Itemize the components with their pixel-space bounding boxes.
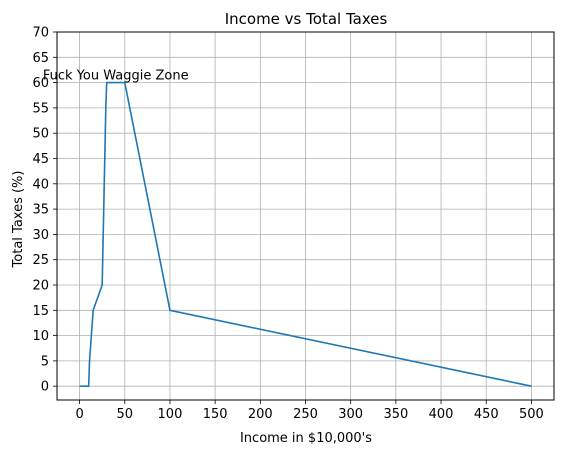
annotation-label-0: Fuck You Waggie Zone (43, 69, 189, 84)
x-tick-label: 400 (429, 407, 454, 422)
y-tick-label: 50 (32, 127, 49, 142)
y-tick-label: 35 (32, 203, 49, 218)
y-tick-label: 10 (32, 329, 49, 344)
y-tick-label: 5 (41, 354, 49, 369)
x-tick-label: 100 (158, 407, 183, 422)
y-tick-label: 30 (32, 228, 49, 243)
x-tick-label: 250 (293, 407, 318, 422)
x-axis-label: Income in $10,000's (240, 431, 372, 446)
y-tick-label: 0 (41, 380, 49, 395)
y-tick-label: 25 (32, 253, 49, 268)
series-layer (79, 81, 532, 387)
y-tick-label: 20 (32, 278, 49, 293)
x-tick-label: 500 (519, 407, 544, 422)
x-tick-label: 450 (474, 407, 499, 422)
x-tick-label: 200 (248, 407, 273, 422)
x-tick-label: 300 (338, 407, 363, 422)
x-tick-label: 50 (116, 407, 133, 422)
x-tick-label: 150 (203, 407, 228, 422)
y-tick-label: 40 (32, 177, 49, 192)
y-tick-label: 60 (32, 76, 49, 91)
y-tick-label: 70 (32, 26, 49, 41)
y-tick-label: 15 (32, 304, 49, 319)
x-axis-ticks: 0 50 100 150 200 250 300 350 400 450 500 (75, 400, 544, 422)
x-tick-label: 350 (383, 407, 408, 422)
y-tick-label: 65 (32, 51, 49, 66)
y-tick-label: 55 (32, 101, 49, 116)
annotation-layer: Fuck You Waggie Zone (43, 69, 189, 84)
y-axis-ticks: 0 5 10 15 20 25 30 35 40 45 50 55 60 65 70 (32, 26, 57, 395)
y-tick-label: 45 (32, 152, 49, 167)
series-line-0 (79, 81, 532, 387)
chart-title: Income vs Total Taxes (225, 10, 388, 28)
y-axis-label: Total Taxes (%) (11, 171, 26, 269)
x-tick-label: 0 (75, 407, 83, 422)
